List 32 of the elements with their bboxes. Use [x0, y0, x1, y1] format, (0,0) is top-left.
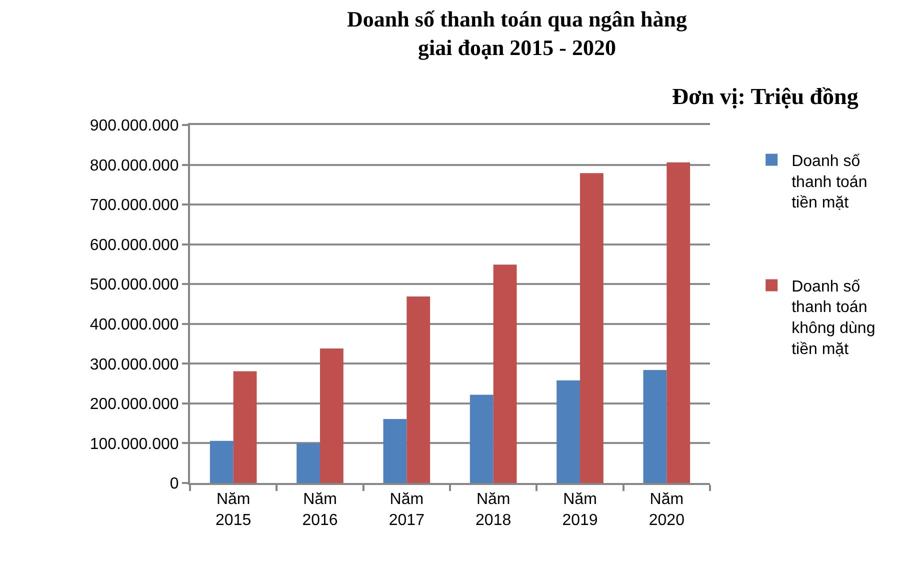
text: Đơn vị: Triệu đồng: [672, 84, 859, 110]
y-tick-label: 900.000.000: [90, 118, 179, 135]
bar: [406, 296, 430, 483]
y-tick-label: 800.000.000: [90, 157, 179, 174]
y-tick-label: 100.000.000: [90, 436, 179, 453]
legend-label: Doanh số thanh toán không dùng tiền mặt: [792, 278, 876, 358]
y-tick-label: 200.000.000: [90, 396, 179, 414]
y-tick-label: 400.000.000: [90, 316, 179, 334]
bar: [493, 264, 517, 483]
x-tick-label: Năm 2016: [302, 491, 338, 529]
y-tick-label: 500.000.000: [90, 276, 179, 294]
bar: [580, 173, 604, 483]
y-tick-label: 700.000.000: [90, 197, 179, 214]
bar: [383, 418, 407, 483]
bar: [320, 348, 344, 483]
bar: [296, 443, 320, 483]
y-tick-label: 0: [170, 476, 179, 493]
bar: [210, 440, 234, 483]
bar: [643, 370, 667, 483]
chart-title: Doanh số thanh toán qua ngân hàng giai đoạn 2015 - 2020: [347, 6, 687, 60]
y-tick-label: 300.000.000: [90, 356, 179, 374]
y-tick-label: 600.000.000: [90, 236, 179, 254]
x-tick-label: Năm 2017: [388, 491, 425, 529]
bar: [233, 371, 257, 483]
x-tick-label: Năm 2018: [476, 491, 512, 529]
x-tick-label: Năm 2019: [562, 491, 598, 529]
bar: [556, 380, 580, 483]
x-tick-label: Năm 2015: [216, 491, 252, 529]
bar: [470, 394, 494, 483]
bar: [666, 162, 690, 483]
legend-label: Doanh số thanh toán tiền mặt: [792, 153, 868, 212]
x-tick-label: Năm 2020: [648, 491, 685, 529]
